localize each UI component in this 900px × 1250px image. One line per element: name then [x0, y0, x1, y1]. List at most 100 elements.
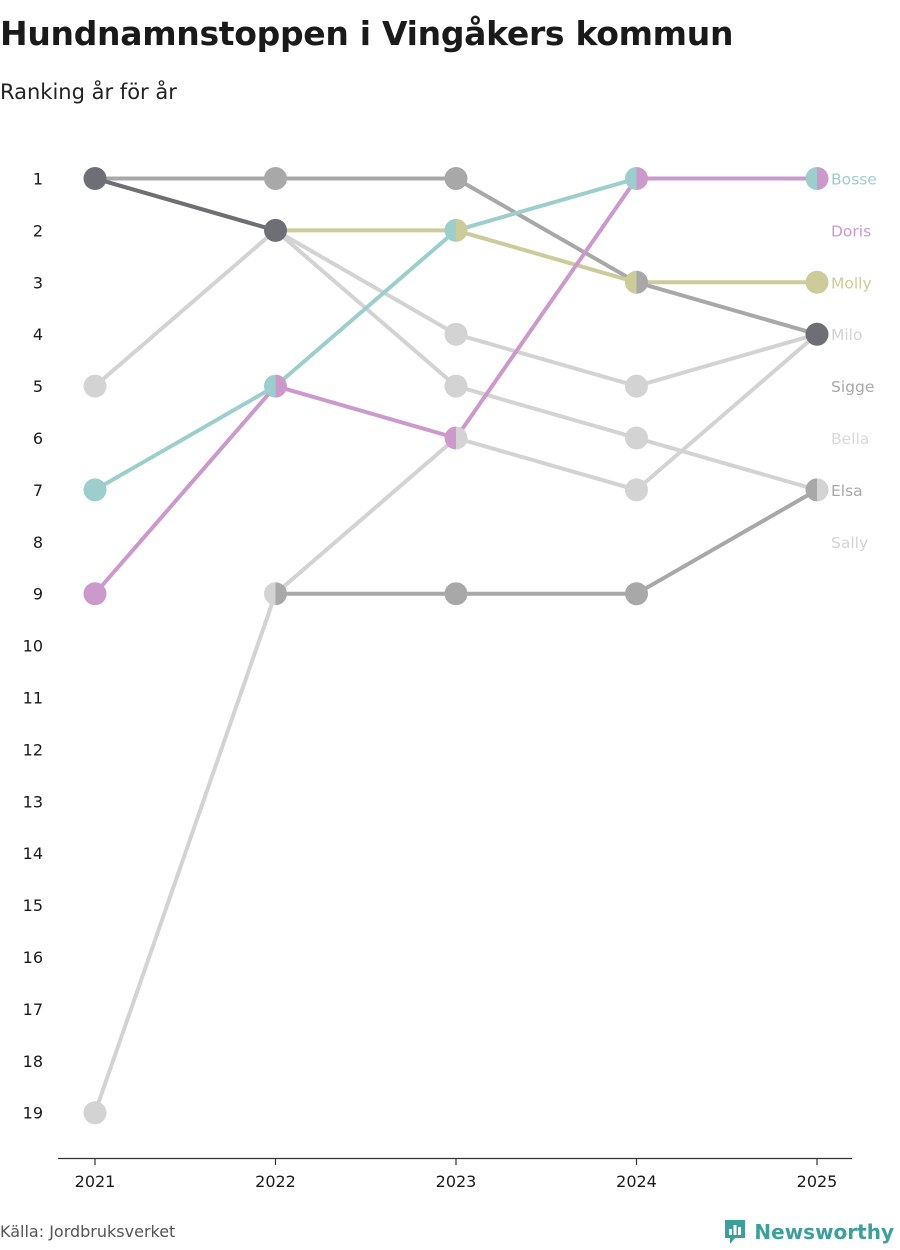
y-tick-label: 2: [33, 221, 43, 240]
y-tick-label: 18: [23, 1052, 43, 1071]
x-tick-label: 2022: [255, 1172, 296, 1191]
data-point-marker: [83, 374, 107, 398]
data-point-marker: [444, 167, 468, 190]
data-point: [625, 167, 648, 190]
data-point: [625, 374, 648, 398]
data-point: [83, 478, 107, 502]
data-point-half-left: [444, 218, 456, 242]
data-point-marker: [625, 478, 648, 502]
data-point-half-left: [805, 167, 817, 190]
data-point-half-right: [275, 374, 287, 398]
data-point: [444, 426, 468, 450]
data-point-half-left: [625, 270, 637, 294]
data-point: [264, 582, 287, 606]
data-point-marker: [444, 322, 468, 346]
data-point-marker: [83, 478, 107, 502]
data-point-marker: [625, 582, 648, 606]
y-tick-label: 16: [23, 948, 43, 967]
end-label-bella: Bella: [831, 430, 869, 448]
end-label-molly: Molly: [831, 274, 872, 292]
y-tick-label: 17: [23, 1000, 43, 1019]
data-point: [83, 167, 107, 190]
end-label-milo: Milo: [831, 326, 862, 344]
data-point-marker: [805, 270, 829, 294]
data-point: [625, 270, 648, 294]
y-tick-label: 7: [33, 481, 43, 500]
y-tick-label: 5: [33, 377, 43, 396]
brand-name: Newsworthy: [754, 1220, 894, 1244]
data-point-marker: [83, 1101, 107, 1125]
data-point-marker: [444, 582, 468, 606]
end-labels: Bosse Doris Molly Milo Sigge Bella Elsa Sally: [831, 171, 877, 552]
y-tick-label: 8: [33, 533, 43, 552]
data-point-marker: [805, 322, 829, 346]
data-point-half-left: [625, 167, 637, 190]
data-point: [625, 582, 648, 606]
data-point: [805, 322, 829, 346]
data-point-marker: [625, 426, 648, 450]
data-point-marker: [83, 582, 107, 606]
x-tick-label: 2024: [616, 1172, 657, 1191]
data-point: [444, 582, 468, 606]
y-tick-label: 10: [23, 637, 43, 656]
data-points: [83, 167, 829, 1125]
data-point-half-right: [456, 426, 468, 450]
end-label-sigge: Sigge: [831, 378, 874, 396]
newsworthy-logo-icon: [725, 1220, 746, 1244]
chart-subtitle: Ranking år för år: [0, 80, 177, 104]
end-label-bosse: Bosse: [831, 171, 877, 189]
data-point: [444, 322, 468, 346]
data-point: [805, 478, 829, 502]
y-tick-label: 4: [33, 325, 43, 344]
series-line-bella: [93, 228, 819, 389]
data-point: [444, 218, 468, 242]
series-lines: [93, 176, 819, 1115]
data-point-half-left: [444, 426, 456, 450]
source-note: Källa: Jordbruksverket: [0, 1222, 176, 1241]
data-point: [805, 270, 829, 294]
data-point: [83, 374, 107, 398]
data-point: [83, 582, 107, 606]
data-point: [805, 167, 829, 190]
data-point-marker: [625, 374, 648, 398]
data-point-half-right: [817, 478, 829, 502]
data-point-half-right: [817, 167, 829, 190]
y-tick-label: 13: [23, 792, 43, 811]
data-point-half-right: [636, 167, 648, 190]
x-tick-label: 2025: [797, 1172, 838, 1191]
data-point-half-right: [275, 582, 287, 606]
data-point-marker: [83, 167, 107, 190]
y-tick-label: 9: [33, 585, 43, 604]
data-point: [264, 218, 287, 242]
data-point-marker: [264, 167, 287, 190]
data-point-half-right: [456, 218, 468, 242]
y-tick-label: 14: [23, 844, 43, 863]
data-point-half-left: [264, 374, 276, 398]
data-point-half-left: [805, 478, 817, 502]
brand-logo: Newsworthy: [723, 1218, 894, 1246]
data-point-marker: [264, 218, 287, 242]
end-label-doris: Doris: [831, 222, 871, 240]
x-axis-ticks: 2021 2022 2023 2024 2025: [75, 1158, 838, 1191]
series-line-sigge: [93, 176, 819, 337]
y-tick-label: 6: [33, 429, 43, 448]
end-label-elsa: Elsa: [831, 482, 863, 500]
chart-title: Hundnamnstoppen i Vingåkers kommun: [0, 14, 734, 53]
series-line-elsa2: [273, 487, 819, 596]
data-point: [264, 167, 287, 190]
x-tick-label: 2023: [436, 1172, 477, 1191]
y-tick-label: 12: [23, 740, 43, 759]
y-tick-label: 3: [33, 273, 43, 292]
data-point-half-right: [636, 270, 648, 294]
series-line-milo: [95, 179, 817, 335]
y-tick-label: 19: [23, 1104, 43, 1123]
y-tick-label: 11: [23, 689, 43, 708]
end-label-sally: Sally: [831, 534, 868, 552]
data-point: [444, 167, 468, 190]
data-point: [444, 374, 468, 398]
data-point: [625, 426, 648, 450]
data-point: [83, 1101, 107, 1125]
data-point: [625, 478, 648, 502]
